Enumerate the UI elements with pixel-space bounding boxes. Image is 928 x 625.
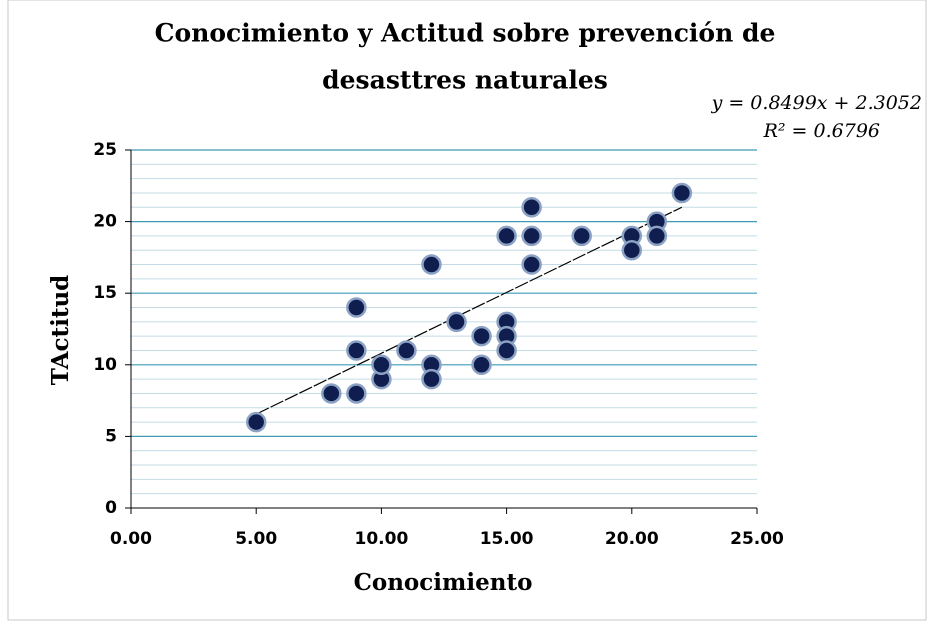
x-tick-label: 15.00 xyxy=(480,529,534,549)
y-axis-label: TActitud xyxy=(47,275,74,386)
trend-equation: y = 0.8499x + 2.3052 xyxy=(711,92,922,114)
point xyxy=(421,368,442,390)
point xyxy=(571,225,592,247)
point xyxy=(521,225,542,247)
point xyxy=(245,411,267,433)
y-tick-label: 5 xyxy=(105,426,117,446)
trendline xyxy=(255,206,683,415)
point xyxy=(471,354,492,376)
chart-title: Conocimiento y Actitud sobre prevención … xyxy=(155,19,776,48)
point xyxy=(321,383,342,404)
chart-border xyxy=(7,0,927,621)
point xyxy=(646,225,668,247)
x-axis-label: Conocimiento xyxy=(354,569,533,596)
point xyxy=(521,197,542,218)
point xyxy=(446,311,467,333)
x-tick-label: 20.00 xyxy=(605,529,659,549)
point xyxy=(496,340,517,361)
point xyxy=(371,354,392,376)
x-tick-label: 5.00 xyxy=(235,529,277,549)
point xyxy=(421,254,442,275)
x-tick-label: 0.00 xyxy=(110,529,152,549)
point xyxy=(346,383,367,404)
point xyxy=(471,325,492,347)
point xyxy=(346,297,367,318)
y-tick-label: 20 xyxy=(93,212,117,232)
trend-r-squared: R² = 0.6796 xyxy=(763,120,880,142)
y-tick-label: 0 xyxy=(105,498,117,518)
y-tick-label: 15 xyxy=(93,283,117,303)
point xyxy=(396,340,417,361)
point xyxy=(496,225,517,247)
point xyxy=(621,239,643,261)
point xyxy=(346,340,367,361)
x-tick-label: 25.00 xyxy=(730,529,784,549)
point xyxy=(671,182,693,204)
chart-title: desasttres naturales xyxy=(322,66,608,95)
point xyxy=(521,254,542,275)
x-tick-label: 10.00 xyxy=(355,529,409,549)
y-tick-label: 10 xyxy=(93,355,117,375)
y-tick-label: 25 xyxy=(93,140,117,160)
